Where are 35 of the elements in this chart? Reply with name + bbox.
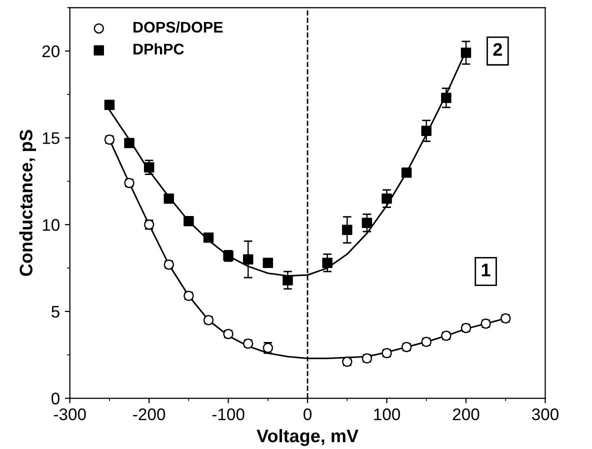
point [262, 258, 274, 268]
point [460, 48, 472, 58]
y-tick-label: 0 [52, 392, 60, 404]
annotation: 2 [493, 43, 502, 56]
y-tick-label: 10 [42, 219, 60, 231]
point [441, 92, 452, 104]
x-axis-title: Voltage, mV [256, 429, 358, 446]
point [342, 224, 352, 235]
annotation: 1 [482, 264, 490, 276]
point [242, 254, 254, 264]
point [203, 232, 214, 243]
point [164, 193, 174, 204]
point [421, 126, 432, 136]
y-tick-label: 20 [42, 45, 60, 58]
y-tick-label: 15 [42, 132, 60, 144]
x-tick-label: -200 [133, 408, 166, 420]
x-tick-label: 200 [452, 408, 480, 420]
point [382, 193, 392, 204]
point [322, 258, 332, 268]
x-tick-label: 0 [304, 408, 312, 420]
point [124, 138, 134, 148]
y-axis-title: Conductance, pS [19, 130, 36, 276]
x-tick-label: 100 [374, 408, 400, 420]
y-tick-label: 5 [52, 306, 60, 318]
point [362, 218, 372, 228]
point [401, 167, 412, 178]
legend-label: DPhPC [134, 43, 184, 54]
x-tick-label: -300 [54, 408, 86, 420]
legend-label: DOPS/DOPE [134, 21, 223, 33]
x-tick-label: 300 [532, 408, 558, 420]
point [184, 216, 194, 226]
point [104, 100, 115, 110]
x-tick-label: -100 [212, 408, 244, 420]
point [144, 162, 154, 172]
point [282, 275, 293, 286]
